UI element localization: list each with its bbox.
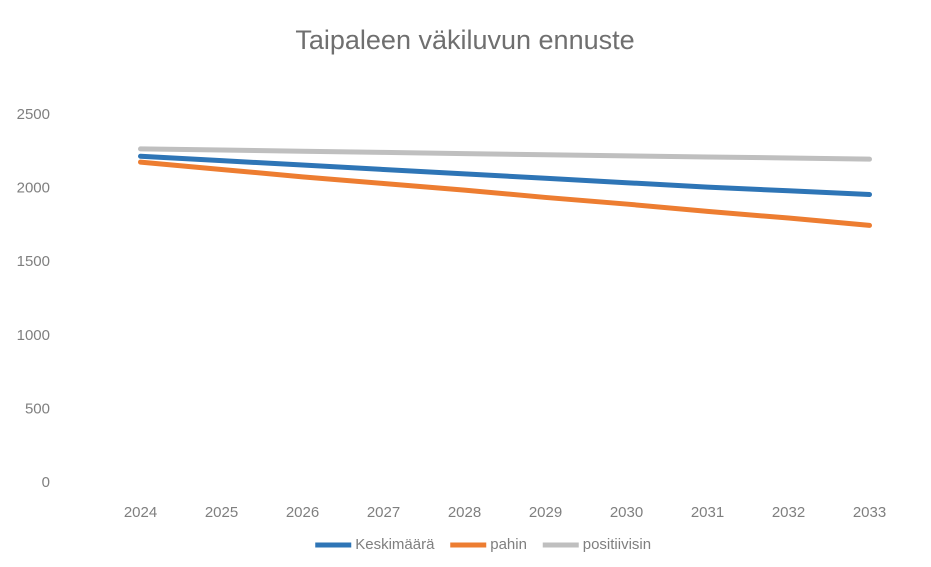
chart-title: Taipaleen väkiluvun ennuste (295, 25, 634, 55)
x-tick-label: 2026 (286, 504, 319, 521)
x-tick-label: 2033 (853, 504, 886, 521)
x-tick-label: 2032 (772, 504, 805, 521)
legend-label: pahin (490, 536, 527, 553)
legend-label: positiivisin (583, 536, 651, 553)
y-tick-label: 1500 (17, 253, 50, 270)
series-line (138, 146, 872, 162)
y-tick-label: 2500 (17, 106, 50, 123)
y-tick-label: 1000 (17, 327, 50, 344)
x-tick-label: 2027 (367, 504, 400, 521)
x-tick-label: 2029 (529, 504, 562, 521)
x-tick-label: 2028 (448, 504, 481, 521)
series-line (138, 159, 872, 228)
x-tick-label: 2030 (610, 504, 643, 521)
x-tick-label: 2031 (691, 504, 724, 521)
series-line (138, 153, 872, 197)
x-tick-label: 2025 (205, 504, 238, 521)
x-tick-label: 2024 (124, 504, 157, 521)
y-tick-label: 500 (25, 400, 50, 417)
y-tick-label: 2000 (17, 180, 50, 197)
y-tick-label: 0 (42, 474, 50, 491)
legend-label: Keskimäärä (355, 536, 435, 553)
